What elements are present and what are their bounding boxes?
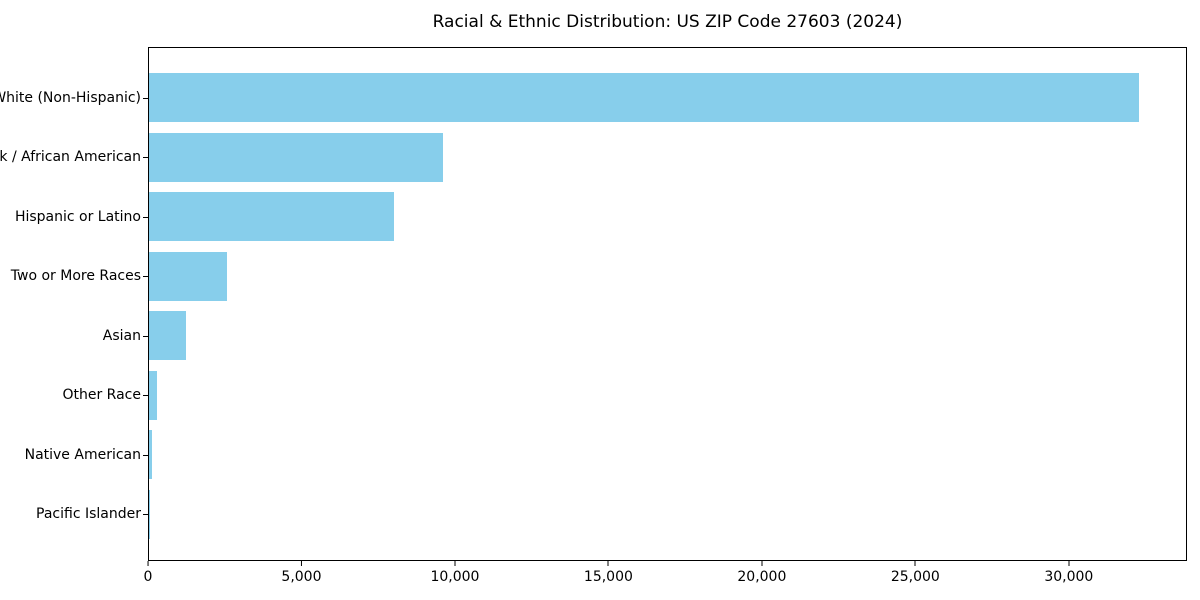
x-tick-mark <box>300 561 302 566</box>
bar <box>149 192 395 242</box>
x-tick: 30,000 <box>1044 561 1093 585</box>
bar-row: Pacific Islander <box>36 485 1186 545</box>
y-tick-mark <box>143 395 149 397</box>
y-tick-mark <box>143 276 149 278</box>
chart-title: Racial & Ethnic Distribution: US ZIP Cod… <box>432 12 903 32</box>
y-tick-mark <box>143 454 149 456</box>
y-tick-mark <box>143 97 149 99</box>
y-axis-label: Asian <box>102 327 141 344</box>
bar-row: Other Race <box>62 366 1186 426</box>
y-axis-label: White (Non-Hispanic) <box>0 89 141 106</box>
x-tick-label: 20,000 <box>737 569 787 585</box>
bar <box>149 132 444 182</box>
x-tick-label: 15,000 <box>583 569 633 585</box>
bar-row: Two or More Races <box>11 247 1186 307</box>
bar <box>149 370 157 420</box>
bar-row: White (Non-Hispanic) <box>0 68 1186 128</box>
y-axis-label: Pacific Islander <box>36 506 141 523</box>
y-axis-label: Two or More Races <box>10 268 141 285</box>
bar <box>149 430 153 480</box>
x-tick: 20,000 <box>737 561 786 585</box>
y-axis-label: Hispanic or Latino <box>14 208 141 225</box>
x-tick-label: 10,000 <box>430 569 480 585</box>
bar <box>149 311 186 361</box>
y-axis-label: Other Race <box>62 387 141 404</box>
bars-container: White (Non-Hispanic) Black / African Amer… <box>0 48 1186 560</box>
x-tick-mark <box>914 561 916 566</box>
bar-row: Asian <box>103 306 1186 366</box>
x-tick-mark <box>147 561 149 566</box>
x-tick-label: 25,000 <box>890 569 940 585</box>
x-axis: 0 5,000 10,000 15,000 20,000 25,000 30,000 <box>144 561 1187 595</box>
bar-row: Black / African American <box>0 128 1186 188</box>
bar-row: Native American <box>25 425 1186 485</box>
bar-row: Hispanic or Latino <box>15 187 1186 247</box>
x-tick-label: 5,000 <box>281 569 322 585</box>
y-tick-mark <box>143 157 149 159</box>
x-tick-mark <box>761 561 763 566</box>
x-tick-label: 0 <box>143 569 153 585</box>
bar <box>149 251 228 301</box>
x-tick-mark <box>607 561 609 566</box>
y-axis-label: Black / African American <box>0 149 141 166</box>
x-tick: 15,000 <box>584 561 633 585</box>
x-tick: 5,000 <box>281 561 322 585</box>
y-axis-label: Native American <box>24 446 141 463</box>
bar <box>149 73 1139 123</box>
y-tick-mark <box>143 514 149 516</box>
x-tick: 25,000 <box>891 561 940 585</box>
y-tick-mark <box>143 335 149 337</box>
x-tick-mark <box>454 561 456 566</box>
x-tick: 0 <box>143 561 153 585</box>
plot-area: White (Non-Hispanic) Black / African Amer… <box>0 47 1187 561</box>
x-tick-mark <box>1068 561 1070 566</box>
x-tick: 10,000 <box>430 561 479 585</box>
y-tick-mark <box>143 216 149 218</box>
x-tick-label: 30,000 <box>1044 569 1094 585</box>
